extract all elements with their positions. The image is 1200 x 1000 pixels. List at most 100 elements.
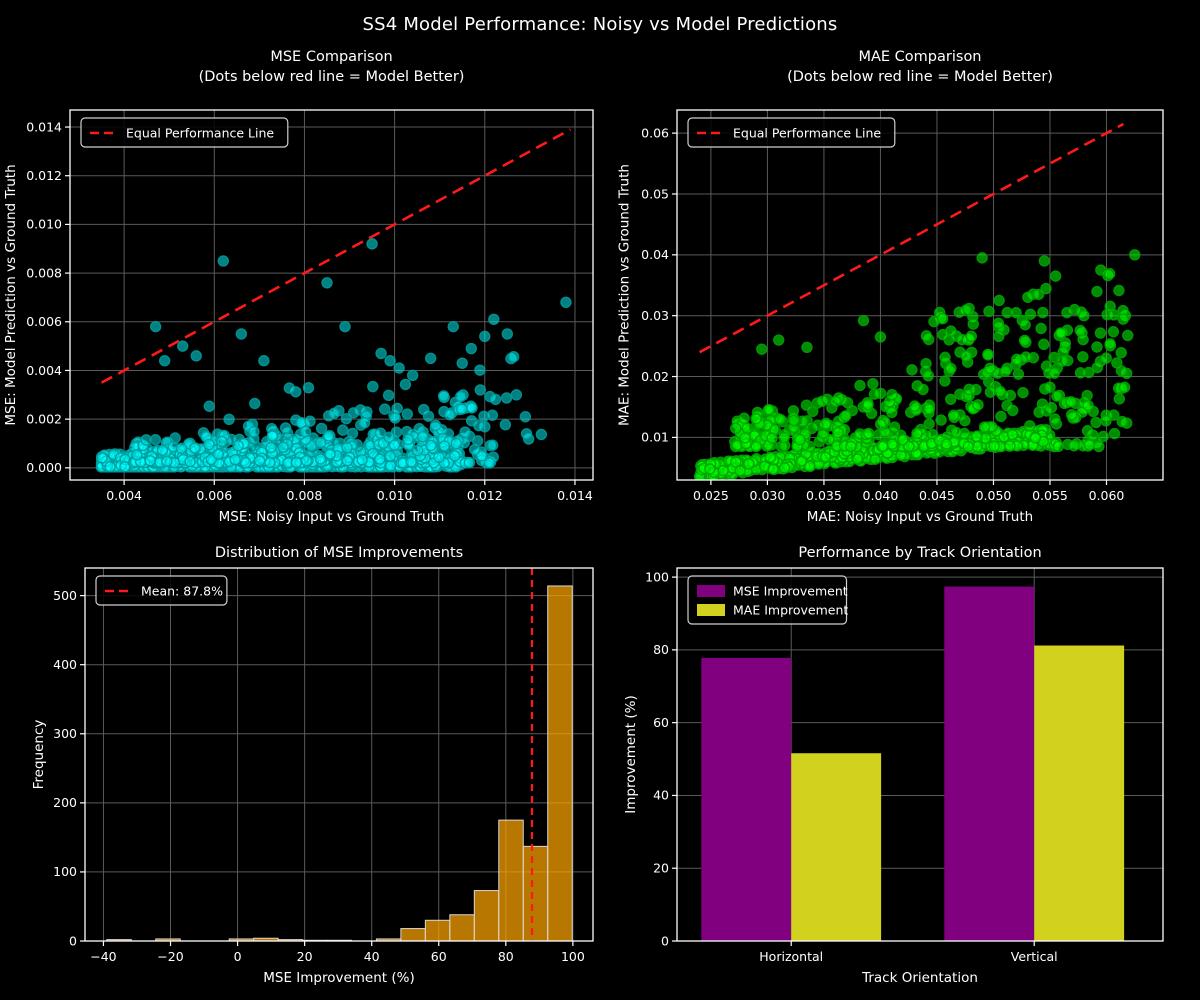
tick-labels: 0.004 0.006 0.008 0.010 0.012 0.014 0.000 0.002… [26,119,593,503]
x-axis-label: MSE: Noisy Input vs Ground Truth [219,509,445,525]
x-tick-label: 0.012 [467,488,503,503]
y-axis-label: Frequency [31,720,47,790]
x-tick-label: 40 [364,949,380,964]
y-tick-label: 100 [53,864,77,879]
y-tick-label: 0.02 [641,369,669,384]
x-tick-label: 0.055 [1032,488,1068,503]
y-tick-label: 200 [53,795,77,810]
subplot-mse-improvement-hist: −40 −20 0 20 40 60 80 100 0 100 200 300 400 500 MSE Im… [31,545,594,986]
y-tick-label: 40 [653,788,669,803]
y-tick-label: 100 [645,569,669,584]
y-tick-label: 0.008 [26,265,62,280]
y-tick-label: 0.012 [26,168,62,183]
y-tick-label: 500 [53,588,77,603]
y-tick-label: 80 [653,642,669,657]
x-tick-label: 0.050 [976,488,1012,503]
y-axis-label: Improvement (%) [623,695,639,813]
legend: MSE Improvement MAE Improvement [687,575,848,625]
y-tick-label: 0.06 [641,125,669,140]
y-tick-label: 0 [661,933,669,948]
y-tick-label: 0.014 [26,119,62,134]
subplot-title: (Dots below red line = Model Better) [199,69,465,85]
hist-bar [449,914,475,941]
x-tick-label: 0 [234,949,242,964]
legend-box [687,575,848,625]
x-tick-label: 0.040 [863,488,899,503]
x-tick-label: −40 [90,949,116,964]
plot-area [694,122,1141,480]
x-tick-label: 100 [561,949,585,964]
equal-performance-line [698,122,1125,354]
y-tick-label: 0.000 [26,460,62,475]
y-tick-label: 400 [53,657,77,672]
x-tick-label: 0.060 [1089,488,1125,503]
hist-bar [400,928,426,941]
legend-color-swatch [697,585,725,597]
plot-area [106,568,573,941]
legend-label: MSE Improvement [733,583,848,598]
subplot-orientation-bars: Horizontal Vertical 0 20 40 60 80 100 Track Orie… [623,545,1164,986]
y-tick-label: 0.004 [26,363,62,378]
hist-bar [498,819,524,941]
bar-series-2 [791,645,1125,941]
subplot-title: Distribution of MSE Improvements [215,545,463,561]
plot-area [701,586,1125,941]
legend: Equal Performance Line [80,117,289,148]
bar [944,586,1035,941]
axes-frame [676,567,1164,942]
hist-bar [106,939,132,941]
y-tick-label: 0.05 [641,186,669,201]
legend-box [80,117,289,148]
y-tick-label: 0.006 [26,314,62,329]
x-tick-label: −20 [157,949,183,964]
legend: Equal Performance Line [687,117,896,148]
grid-lines [70,110,593,480]
tick-labels: −40 −20 0 20 40 60 80 100 0 100 200 300 400 500 [53,588,585,964]
x-tick-label: 60 [431,949,447,964]
y-tick-label: 300 [53,726,77,741]
legend: Mean: 87.8% [95,575,228,606]
x-tick-label: 0.045 [919,488,955,503]
bar [701,657,792,941]
axes-frame [676,109,1164,481]
hist-bar [424,919,451,941]
legend-label: Equal Performance Line [126,125,274,140]
axes-frame [69,109,594,481]
hist-bar [155,938,181,941]
y-tick-label: 60 [653,715,669,730]
subplot-title: MAE Comparison [858,49,981,65]
subplot-title: (Dots below red line = Model Better) [787,69,1053,85]
scatter-points [95,238,572,473]
scatter-points [694,249,1141,480]
legend-label: MAE Improvement [733,602,848,617]
subplot-mse-scatter: 0.004 0.006 0.008 0.010 0.012 0.014 0.000 0.002… [3,49,594,525]
plot-area [95,128,572,473]
x-tick-label: 0.025 [693,488,729,503]
x-axis-label: MSE Improvement (%) [263,970,415,986]
bar [1034,645,1125,941]
bar-series-1 [701,586,1035,941]
hist-bar [522,845,549,941]
x-tick-label: 20 [297,949,313,964]
hist-bar [547,585,573,941]
x-tick-label: 0.030 [750,488,786,503]
subplot-mae-scatter: 0.025 0.030 0.035 0.040 0.045 0.050 0.055 0.060… [617,49,1164,525]
x-tick-label: 0.006 [196,488,232,503]
tick-labels: 0.025 0.030 0.035 0.040 0.045 0.050 0.055 0.060… [641,125,1124,503]
y-axis-label: MSE: Model Prediction vs Ground Truth [3,164,19,425]
tick-labels: Horizontal Vertical 0 20 40 60 80 100 [645,569,1057,964]
x-tick-label: 0.010 [377,488,413,503]
legend-color-swatch [697,604,725,616]
histogram-bars [106,585,573,941]
x-tick-label: Horizontal [759,949,823,964]
equal-performance-line [100,128,572,384]
figure-title: SS4 Model Performance: Noisy vs Model Pr… [362,14,838,35]
y-tick-label: 0 [69,933,77,948]
x-tick-label: 0.014 [557,488,593,503]
x-tick-label: Vertical [1011,949,1058,964]
x-axis-label: MAE: Noisy Input vs Ground Truth [807,509,1033,525]
x-tick-label: 80 [498,949,514,964]
subplot-title: MSE Comparison [270,49,392,65]
